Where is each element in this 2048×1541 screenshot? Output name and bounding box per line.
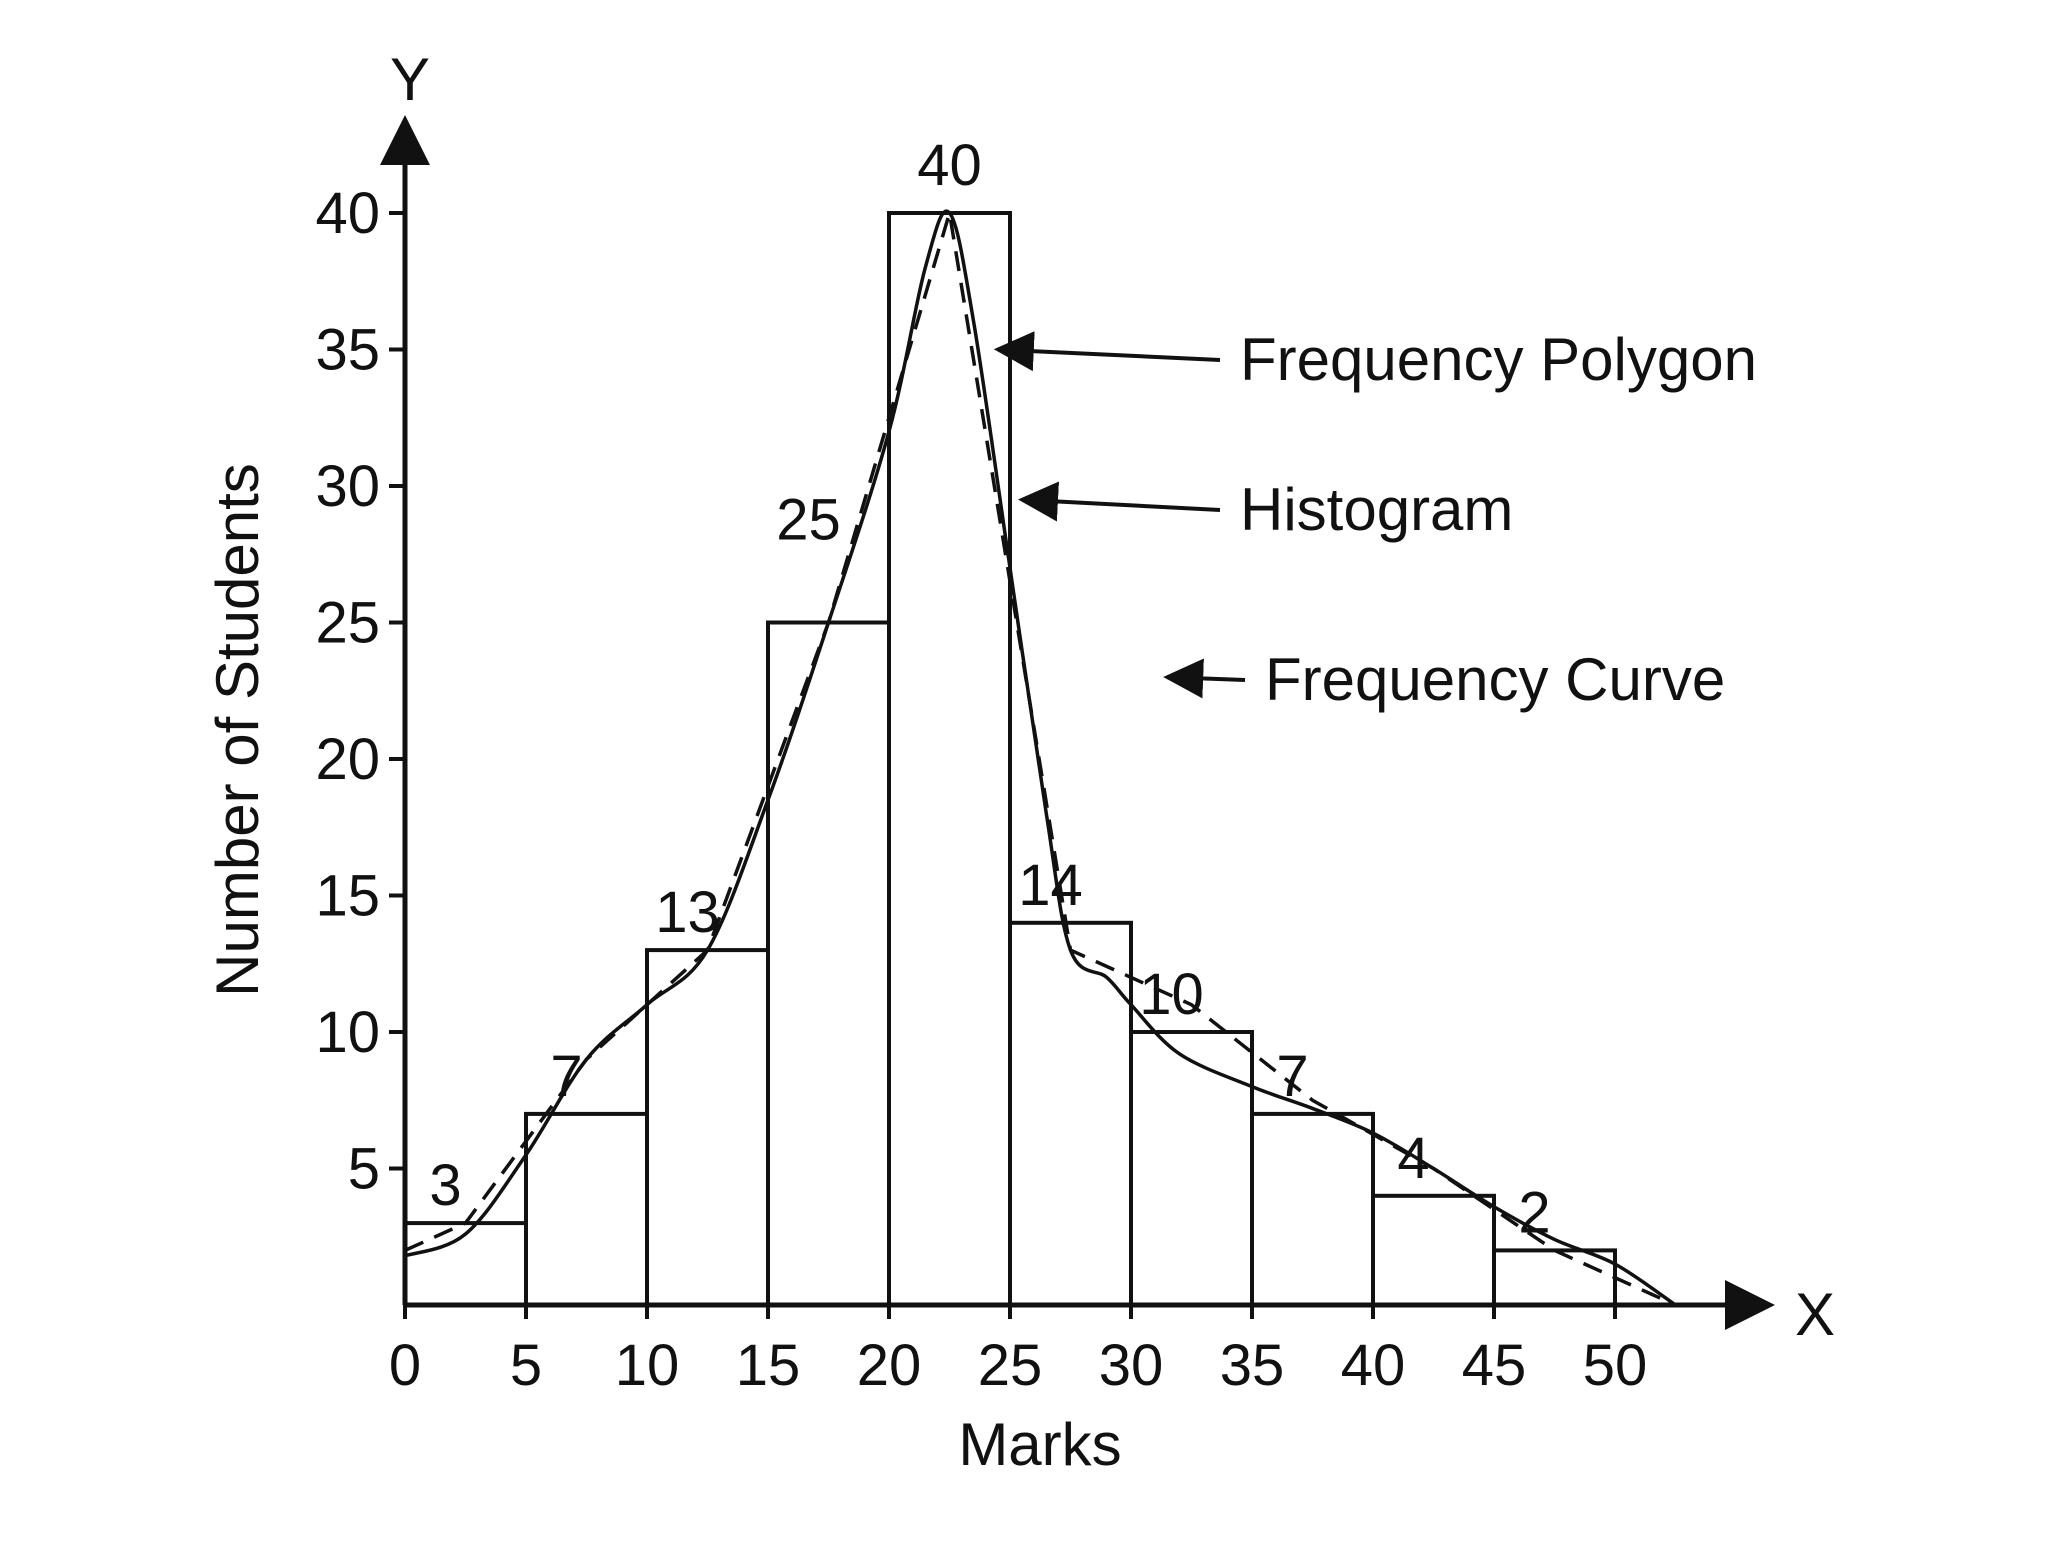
- bar-value-label-3: 25: [776, 488, 841, 553]
- bar-value-label-9: 2: [1518, 1180, 1550, 1245]
- histogram-bar-3: [766, 620, 891, 1307]
- annotation-label-0: Frequency Polygon: [1240, 326, 1757, 393]
- bar-value-label-5: 14: [1018, 853, 1083, 918]
- y-tick-label-7: 40: [315, 181, 380, 246]
- y-axis-title: Number of Students: [204, 463, 271, 997]
- x-tick-label-7: 35: [1220, 1333, 1285, 1398]
- frequency-curve-group: [404, 209, 1677, 1307]
- annotations: Frequency Polygon Histogram Frequency Curv…: [993, 326, 1757, 713]
- annotation-arrow-1: [1018, 481, 1221, 522]
- bar-value-label-1: 7: [550, 1044, 582, 1109]
- bar-value-label-2: 13: [655, 880, 720, 945]
- x-axis-title: Marks: [958, 1411, 1121, 1478]
- y-tick-label-4: 25: [315, 591, 380, 656]
- x-tick-label-9: 45: [1462, 1333, 1527, 1398]
- y-tick-label-0: 5: [348, 1137, 380, 1202]
- y-tick-label-1: 10: [315, 1000, 380, 1065]
- histogram-bar-7: [1250, 1111, 1375, 1308]
- bar-value-label-0: 3: [429, 1153, 461, 1218]
- x-tick-label-8: 40: [1341, 1333, 1406, 1398]
- y-tick-label-3: 20: [315, 727, 380, 792]
- histogram-bar-1: [524, 1111, 649, 1308]
- y-tick-label-6: 35: [315, 318, 380, 383]
- x-tick-label-6: 30: [1099, 1333, 1164, 1398]
- bar-value-label-6: 10: [1139, 962, 1204, 1027]
- axes: [380, 115, 1775, 1330]
- x-axis-letter: X: [1795, 1281, 1835, 1348]
- x-tick-label-1: 5: [510, 1333, 542, 1398]
- x-tick-label-0: 0: [389, 1333, 421, 1398]
- annotation-arrow-0: [993, 331, 1221, 372]
- x-tick-label-10: 50: [1583, 1333, 1648, 1398]
- bar-value-label-8: 4: [1397, 1126, 1429, 1191]
- annotation-arrow-2: [1163, 658, 1246, 699]
- bar-value-labels: 3 7 13 25 40 14 10 7 4 2: [429, 133, 1550, 1245]
- x-tick-label-4: 20: [857, 1333, 922, 1398]
- frequency-curve-line: [404, 209, 1677, 1307]
- histogram-bar-6: [1129, 1030, 1254, 1307]
- annotation-label-1: Histogram: [1240, 476, 1513, 543]
- annotation-label-2: Frequency Curve: [1265, 646, 1725, 713]
- bar-value-label-7: 7: [1276, 1044, 1308, 1109]
- y-axis-letter: Y: [390, 46, 430, 113]
- x-tick-label-5: 25: [978, 1333, 1043, 1398]
- histogram-bar-8: [1371, 1193, 1496, 1308]
- x-tick-label-2: 10: [615, 1333, 680, 1398]
- histogram-bar-4: [887, 211, 1012, 1307]
- histogram-bar-2: [645, 948, 770, 1307]
- y-tick-label-2: 15: [315, 864, 380, 929]
- axis-ticks: 0 5 10 15 20 25 30 35 40 45 50 5 10 15 20 25 30 35 40: [315, 181, 1647, 1398]
- y-tick-label-5: 30: [315, 454, 380, 519]
- histogram-bar-5: [1008, 920, 1133, 1307]
- x-tick-label-3: 15: [736, 1333, 801, 1398]
- bar-value-label-4: 40: [917, 133, 982, 198]
- histogram-bar-9: [1492, 1248, 1617, 1308]
